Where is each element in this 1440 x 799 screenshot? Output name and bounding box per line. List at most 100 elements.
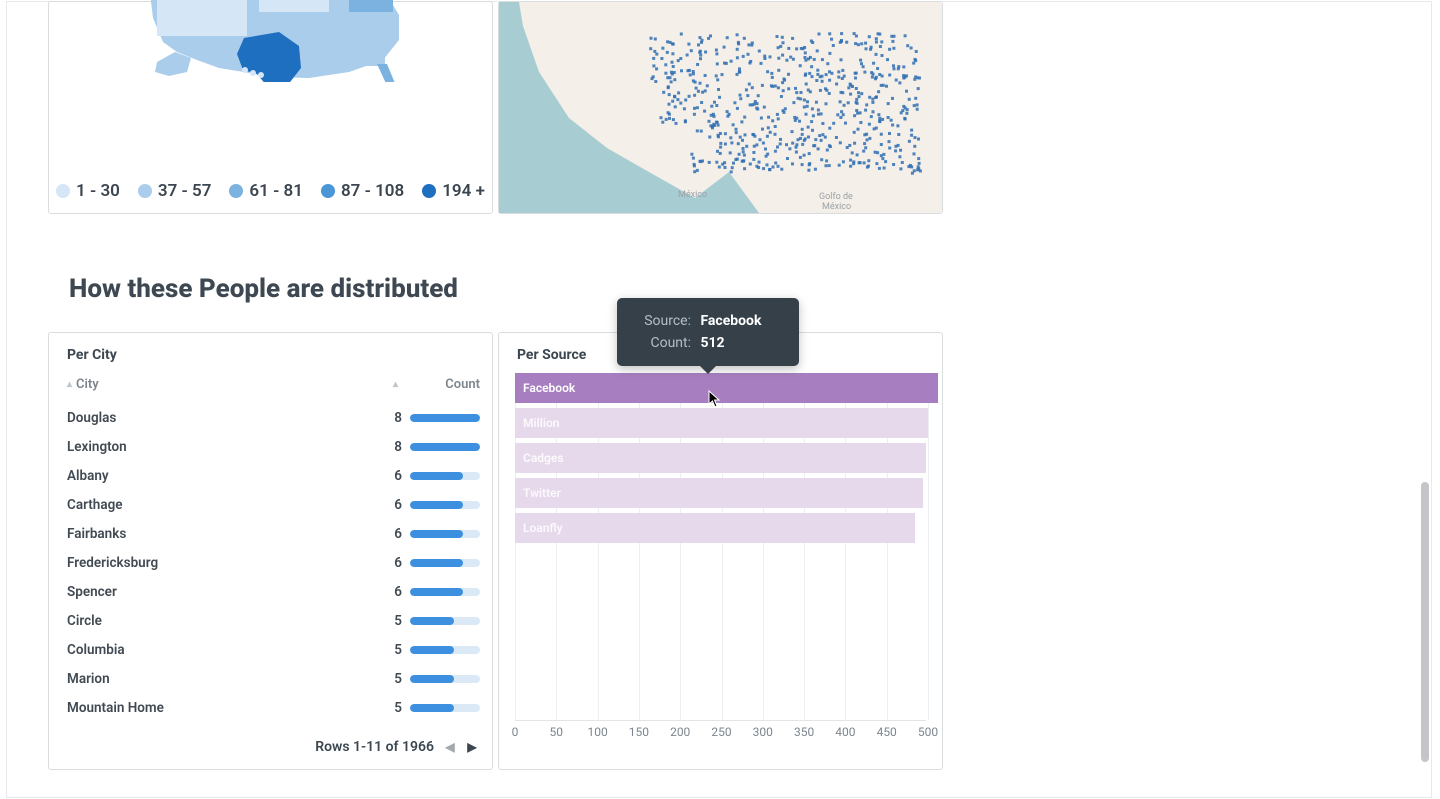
legend-swatch <box>138 184 152 198</box>
legend-swatch <box>321 184 335 198</box>
city-name: Lexington <box>67 439 386 455</box>
city-name: Carthage <box>67 497 386 513</box>
city-bar <box>410 472 480 480</box>
section-title: How these People are distributed <box>69 274 458 304</box>
table-row[interactable]: Carthage6 <box>67 490 480 519</box>
xaxis-tick: 500 <box>918 725 938 739</box>
legend-swatch <box>422 184 436 198</box>
legend-item[interactable]: 61 - 81 <box>229 181 303 201</box>
city-bar <box>410 617 480 625</box>
city-name: Fredericksburg <box>67 555 386 571</box>
table-row[interactable]: Fredericksburg6 <box>67 548 480 577</box>
city-name: Circle <box>67 613 386 629</box>
choropleth-legend: 1 - 30 37 - 57 61 - 81 87 - 108 194 + <box>49 181 492 201</box>
sort-caret-icon[interactable]: ▴ <box>393 379 398 390</box>
city-bar <box>410 414 480 422</box>
city-count: 5 <box>386 613 410 629</box>
pager-next-icon[interactable]: ▶ <box>466 740 478 754</box>
table-row[interactable]: Marion5 <box>67 664 480 693</box>
legend-label: 61 - 81 <box>249 181 303 201</box>
xaxis-tick: 150 <box>629 725 649 739</box>
city-bar <box>410 559 480 567</box>
table-row[interactable]: Columbia5 <box>67 635 480 664</box>
city-name: Columbia <box>67 642 386 658</box>
source-chart[interactable]: FacebookMillionCadgesTwitterLoanfly 0501… <box>515 373 926 743</box>
usa-choropleth-svg <box>49 0 494 82</box>
col-city-header[interactable]: City <box>76 377 393 392</box>
city-count: 8 <box>386 410 410 426</box>
tooltip-source-label: Source: <box>635 310 691 332</box>
tooltip-count-label: Count: <box>635 332 691 354</box>
city-bar <box>410 675 480 683</box>
table-row[interactable]: Mountain Home5 <box>67 693 480 722</box>
city-bar <box>410 588 480 596</box>
xaxis-tick: 450 <box>877 725 897 739</box>
table-row[interactable]: Fairbanks6 <box>67 519 480 548</box>
city-bar <box>410 443 480 451</box>
legend-label: 37 - 57 <box>158 181 212 201</box>
xaxis-tick: 200 <box>670 725 690 739</box>
per-city-title: Per City <box>67 347 117 363</box>
xaxis-tick: 400 <box>835 725 855 739</box>
sort-caret-icon[interactable]: ▴ <box>67 379 72 390</box>
city-count: 8 <box>386 439 410 455</box>
city-name: Albany <box>67 468 386 484</box>
city-name: Douglas <box>67 410 386 426</box>
svg-text:México: México <box>678 190 707 200</box>
per-source-card: Per Source Facebook Million Cadges Twitter L… <box>498 332 943 770</box>
xaxis-tick: 0 <box>512 725 519 739</box>
legend-item[interactable]: 194 + <box>422 181 485 201</box>
city-bar <box>410 704 480 712</box>
table-row[interactable]: Circle5 <box>67 606 480 635</box>
city-count: 6 <box>386 555 410 571</box>
pager-prev-icon[interactable]: ◀ <box>444 740 456 754</box>
city-bar <box>410 501 480 509</box>
point-map-bg: México Golfo de México <box>499 2 942 213</box>
choropleth-card[interactable]: 1 - 30 37 - 57 61 - 81 87 - 108 194 + <box>48 1 493 214</box>
city-count: 6 <box>386 584 410 600</box>
city-name: Spencer <box>67 584 386 600</box>
xaxis-tick: 300 <box>753 725 773 739</box>
source-xaxis: 050100150200250300350400450500 <box>515 725 926 743</box>
table-row[interactable]: Douglas8 <box>67 403 480 432</box>
city-count: 5 <box>386 671 410 687</box>
city-count: 6 <box>386 497 410 513</box>
xaxis-tick: 350 <box>794 725 814 739</box>
table-row[interactable]: Lexington8 <box>67 432 480 461</box>
point-map-card[interactable]: México Golfo de México <box>498 1 943 214</box>
scrollbar-thumb[interactable] <box>1421 482 1429 762</box>
per-city-card: Per City ▴ City ▴ Count Douglas8Lexingto… <box>48 332 493 770</box>
city-count: 6 <box>386 526 410 542</box>
source-bar[interactable]: Facebook <box>515 373 938 403</box>
legend-label: 1 - 30 <box>76 181 120 201</box>
xaxis-tick: 250 <box>711 725 731 739</box>
dashboard-page: 1 - 30 37 - 57 61 - 81 87 - 108 194 + México… <box>6 1 1432 798</box>
legend-item[interactable]: 1 - 30 <box>56 181 120 201</box>
source-bar[interactable]: Twitter <box>515 478 923 508</box>
source-bar[interactable]: Cadges <box>515 443 926 473</box>
city-count: 5 <box>386 642 410 658</box>
legend-swatch <box>229 184 243 198</box>
city-rows: Douglas8Lexington8Albany6Carthage6Fairba… <box>67 403 480 722</box>
xaxis-tick: 100 <box>587 725 607 739</box>
table-pager: Rows 1-11 of 1966 ◀ ▶ <box>49 739 478 755</box>
col-count-header[interactable]: Count <box>402 377 480 392</box>
legend-item[interactable]: 87 - 108 <box>321 181 404 201</box>
chart-tooltip: Source: Facebook Count: 512 <box>617 298 799 366</box>
city-name: Mountain Home <box>67 700 386 716</box>
point-map-svg: México Golfo de México <box>499 2 942 213</box>
tooltip-source-value: Facebook <box>700 313 761 329</box>
city-count: 6 <box>386 468 410 484</box>
city-table-header: ▴ City ▴ Count <box>67 377 480 392</box>
city-name: Fairbanks <box>67 526 386 542</box>
table-row[interactable]: Albany6 <box>67 461 480 490</box>
per-source-title: Per Source <box>517 347 586 363</box>
source-bar[interactable]: Loanfly <box>515 513 915 543</box>
table-row[interactable]: Spencer6 <box>67 577 480 606</box>
svg-text:Golfo de: Golfo de <box>819 192 853 202</box>
legend-swatch <box>56 184 70 198</box>
city-bar <box>410 646 480 654</box>
legend-item[interactable]: 37 - 57 <box>138 181 212 201</box>
source-bar[interactable]: Million <box>515 408 928 438</box>
legend-label: 87 - 108 <box>341 181 404 201</box>
